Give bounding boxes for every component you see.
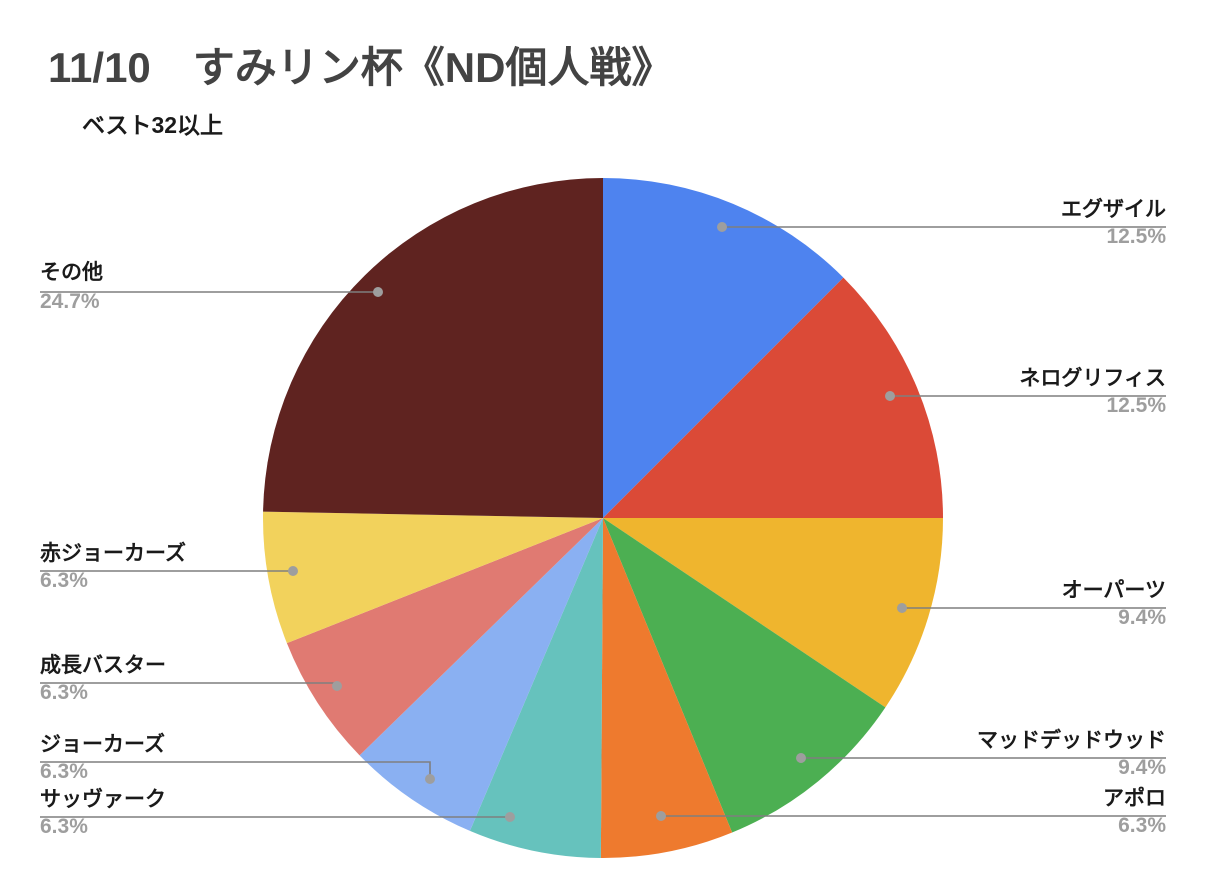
leader-dot (505, 812, 515, 822)
pie-slice[interactable] (600, 518, 733, 858)
slice-label-name: サッヴァーク (40, 787, 166, 811)
slice-label-name: オーパーツ (1062, 579, 1166, 602)
leader-dot (717, 222, 727, 232)
leader-lines (40, 222, 1166, 822)
leader-dot (425, 774, 435, 784)
slice-labels: エグザイル 12.5% ネログリフィス 12.5% オーパーツ 9.4% マッドデッドウッド… (40, 197, 1166, 838)
leader-line (40, 761, 431, 779)
leader-dot (373, 287, 383, 297)
slice-label-name: アポロ (1103, 786, 1166, 810)
slice-label-name: 成長バスター (40, 653, 166, 677)
slice-label-percent: 9.4% (1118, 756, 1166, 779)
pie-slice[interactable] (603, 518, 943, 708)
slice-label-percent: 6.3% (40, 815, 88, 838)
slice-label-percent: 12.5% (1106, 225, 1166, 248)
leader-dot (897, 603, 907, 613)
leader-dot (796, 753, 806, 763)
slice-label-percent: 6.3% (40, 569, 88, 592)
pie-slice[interactable] (469, 518, 603, 858)
page-title: 11/10 すみリン杯《ND個人戦》 (48, 44, 674, 91)
slice-label-percent: 6.3% (40, 760, 88, 783)
slice-label-name: その他 (40, 261, 103, 284)
pie-slice[interactable] (286, 518, 603, 756)
pie-slice[interactable] (263, 178, 603, 518)
leader-dot (885, 391, 895, 401)
slice-label-percent: 24.7% (40, 290, 100, 313)
leader-dot (656, 811, 666, 821)
leader-dot (332, 681, 342, 691)
pie-slices (262, 178, 943, 858)
pie-slice[interactable] (262, 511, 603, 644)
pie-slice[interactable] (359, 518, 603, 831)
leader-dot (288, 566, 298, 576)
slice-label-name: ジョーカーズ (40, 732, 165, 756)
slice-label-percent: 9.4% (1118, 606, 1166, 629)
slice-label-percent: 12.5% (1106, 394, 1166, 417)
page-subtitle: ベスト32以上 (82, 112, 224, 138)
pie-slice[interactable] (603, 277, 943, 518)
pie-slice[interactable] (603, 178, 844, 518)
slice-label-name: 赤ジョーカーズ (40, 541, 186, 565)
slice-label-name: ネログリフィス (1019, 366, 1166, 390)
slice-label-name: エグザイル (1061, 197, 1166, 221)
slice-label-percent: 6.3% (1118, 814, 1166, 837)
slice-label-percent: 6.3% (40, 681, 88, 704)
pie-slice[interactable] (603, 518, 886, 833)
slice-label-name: マッドデッドウッド (977, 728, 1166, 752)
